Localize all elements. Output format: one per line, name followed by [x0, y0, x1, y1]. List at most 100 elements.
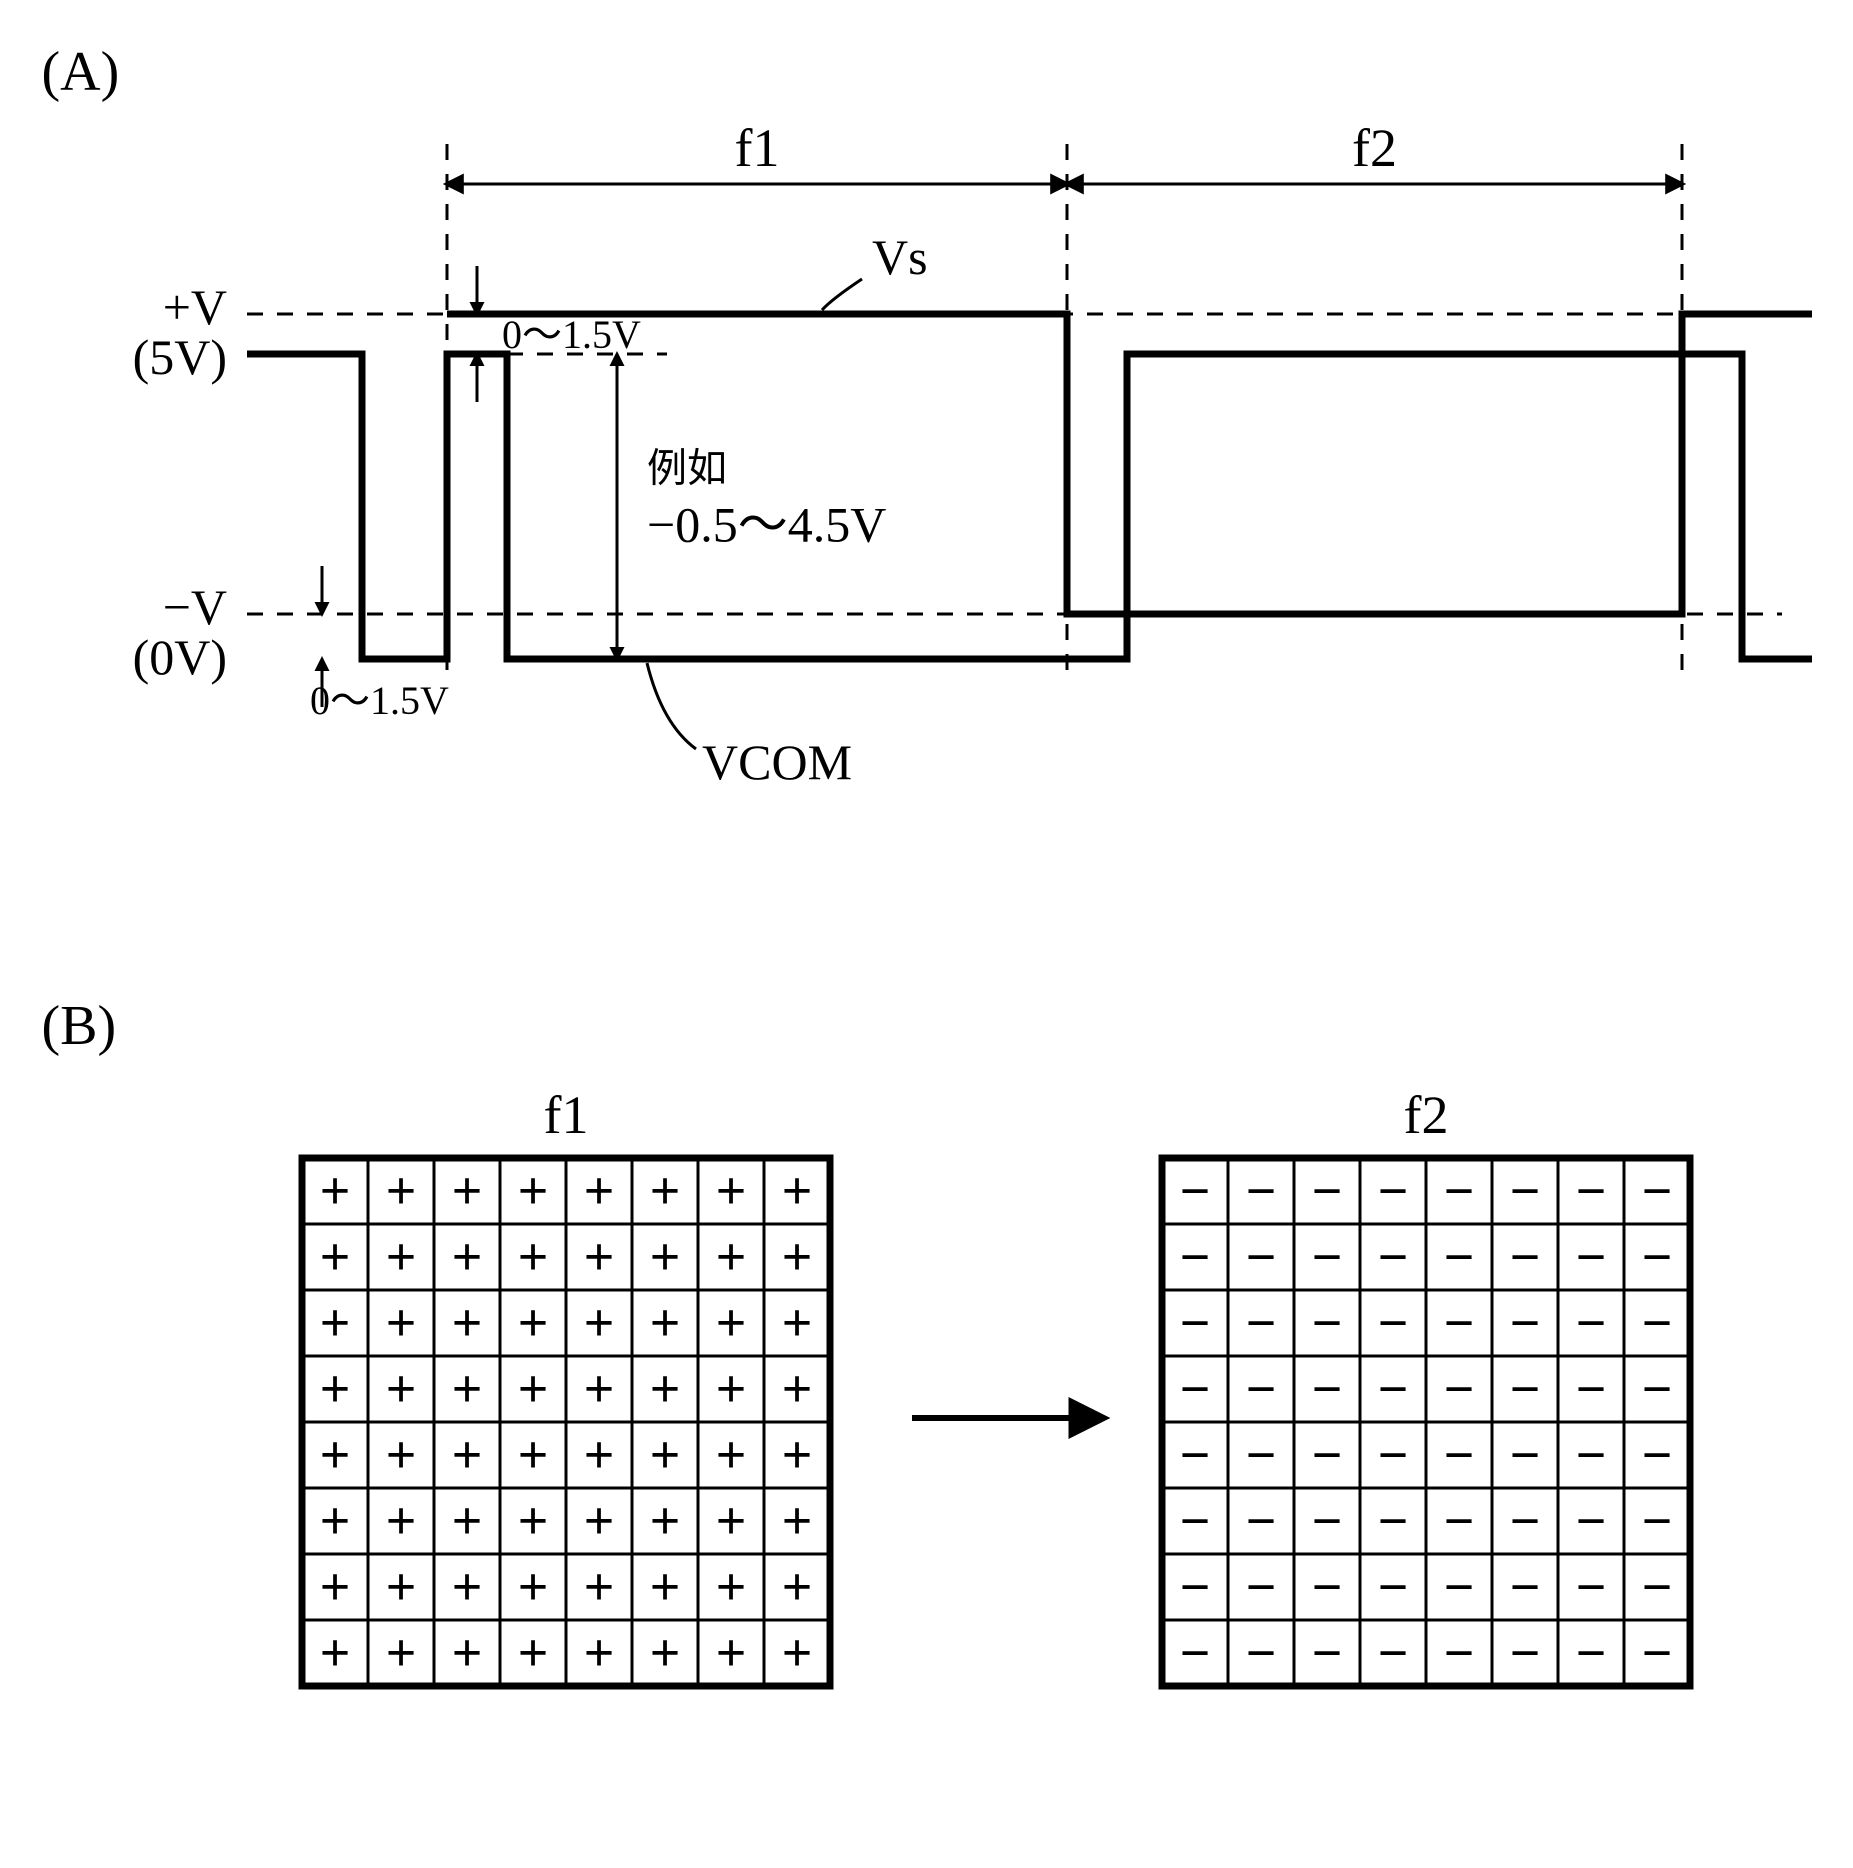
svg-text:+: +	[781, 1227, 812, 1287]
svg-text:−: −	[1509, 1557, 1540, 1617]
svg-text:−: −	[1509, 1161, 1540, 1221]
svg-text:+: +	[781, 1359, 812, 1419]
svg-text:+: +	[517, 1161, 548, 1221]
svg-text:−: −	[1245, 1425, 1276, 1485]
svg-text:+: +	[583, 1359, 614, 1419]
panel-a-label: (A)	[42, 40, 1812, 104]
svg-text:−: −	[1641, 1293, 1672, 1353]
svg-text:+: +	[649, 1293, 680, 1353]
svg-text:−: −	[1179, 1491, 1210, 1551]
svg-text:−: −	[1377, 1161, 1408, 1221]
panel-b-label: (B)	[42, 994, 1812, 1058]
svg-text:+: +	[451, 1161, 482, 1221]
svg-text:VCOM: VCOM	[702, 734, 852, 790]
svg-text:+: +	[781, 1293, 812, 1353]
svg-text:+: +	[385, 1161, 416, 1221]
svg-text:−: −	[1311, 1491, 1342, 1551]
svg-text:+: +	[649, 1359, 680, 1419]
svg-text:+: +	[319, 1557, 350, 1617]
svg-text:+: +	[781, 1425, 812, 1485]
svg-text:+: +	[451, 1425, 482, 1485]
svg-text:Vs: Vs	[872, 229, 928, 285]
svg-text:−: −	[1575, 1557, 1606, 1617]
svg-text:−: −	[1311, 1425, 1342, 1485]
svg-text:−: −	[1245, 1623, 1276, 1683]
svg-text:−: −	[1377, 1293, 1408, 1353]
svg-text:+: +	[781, 1557, 812, 1617]
svg-text:−: −	[1575, 1227, 1606, 1287]
svg-text:+: +	[781, 1623, 812, 1683]
svg-text:+: +	[649, 1623, 680, 1683]
svg-text:−: −	[1509, 1623, 1540, 1683]
svg-text:0〜1.5V: 0〜1.5V	[502, 312, 641, 357]
svg-text:+: +	[649, 1557, 680, 1617]
svg-text:+: +	[517, 1491, 548, 1551]
svg-text:+: +	[451, 1623, 482, 1683]
svg-text:+: +	[451, 1557, 482, 1617]
panel-b: (B) f1++++++++++++++++++++++++++++++++++…	[42, 994, 1812, 1728]
svg-text:−: −	[1575, 1293, 1606, 1353]
svg-text:+: +	[781, 1161, 812, 1221]
svg-text:−: −	[1641, 1227, 1672, 1287]
svg-text:−: −	[1179, 1623, 1210, 1683]
svg-text:+: +	[517, 1293, 548, 1353]
svg-text:+: +	[319, 1227, 350, 1287]
svg-text:f1: f1	[734, 118, 779, 178]
svg-text:−: −	[1245, 1227, 1276, 1287]
svg-text:0〜1.5V: 0〜1.5V	[310, 678, 449, 723]
svg-text:+: +	[385, 1557, 416, 1617]
svg-text:−V: −V	[162, 579, 226, 635]
svg-text:−: −	[1245, 1161, 1276, 1221]
svg-text:−: −	[1179, 1425, 1210, 1485]
svg-text:+: +	[385, 1491, 416, 1551]
svg-text:−: −	[1377, 1359, 1408, 1419]
svg-text:+: +	[715, 1491, 746, 1551]
svg-text:−: −	[1311, 1227, 1342, 1287]
svg-text:−: −	[1311, 1359, 1342, 1419]
svg-text:−: −	[1443, 1359, 1474, 1419]
svg-text:+: +	[649, 1425, 680, 1485]
svg-text:−: −	[1443, 1557, 1474, 1617]
svg-text:+: +	[715, 1293, 746, 1353]
svg-text:−: −	[1311, 1293, 1342, 1353]
svg-text:−: −	[1179, 1557, 1210, 1617]
svg-text:+: +	[517, 1359, 548, 1419]
svg-text:−: −	[1377, 1557, 1408, 1617]
svg-text:+: +	[583, 1161, 614, 1221]
svg-text:(5V): (5V)	[132, 329, 226, 385]
polarity-grids: f1++++++++++++++++++++++++++++++++++++++…	[42, 1068, 1812, 1728]
svg-text:+: +	[517, 1623, 548, 1683]
svg-text:−: −	[1641, 1425, 1672, 1485]
svg-text:+: +	[319, 1161, 350, 1221]
svg-text:+: +	[715, 1623, 746, 1683]
svg-text:+: +	[319, 1623, 350, 1683]
svg-text:+: +	[385, 1425, 416, 1485]
svg-text:+: +	[319, 1491, 350, 1551]
svg-text:+: +	[583, 1293, 614, 1353]
svg-text:−: −	[1179, 1293, 1210, 1353]
svg-text:+: +	[517, 1557, 548, 1617]
panel-a: (A) f1f2+V(5V)−V(0V)0〜1.5V0〜1.5V例如−0.5〜4…	[42, 40, 1812, 894]
svg-text:−: −	[1245, 1359, 1276, 1419]
svg-text:−: −	[1311, 1557, 1342, 1617]
svg-text:+: +	[451, 1359, 482, 1419]
svg-text:−: −	[1641, 1161, 1672, 1221]
svg-text:+: +	[319, 1425, 350, 1485]
svg-text:+: +	[385, 1359, 416, 1419]
svg-text:−: −	[1509, 1491, 1540, 1551]
svg-text:+: +	[451, 1227, 482, 1287]
svg-text:−: −	[1443, 1491, 1474, 1551]
svg-text:−: −	[1575, 1425, 1606, 1485]
svg-text:−: −	[1311, 1161, 1342, 1221]
svg-text:+: +	[649, 1491, 680, 1551]
svg-text:+: +	[319, 1293, 350, 1353]
svg-text:+: +	[715, 1359, 746, 1419]
svg-text:+: +	[517, 1425, 548, 1485]
svg-text:+: +	[451, 1491, 482, 1551]
svg-text:−: −	[1377, 1623, 1408, 1683]
svg-text:−: −	[1377, 1491, 1408, 1551]
svg-text:+: +	[583, 1623, 614, 1683]
svg-text:+: +	[649, 1161, 680, 1221]
svg-text:−: −	[1443, 1227, 1474, 1287]
svg-text:−: −	[1443, 1293, 1474, 1353]
